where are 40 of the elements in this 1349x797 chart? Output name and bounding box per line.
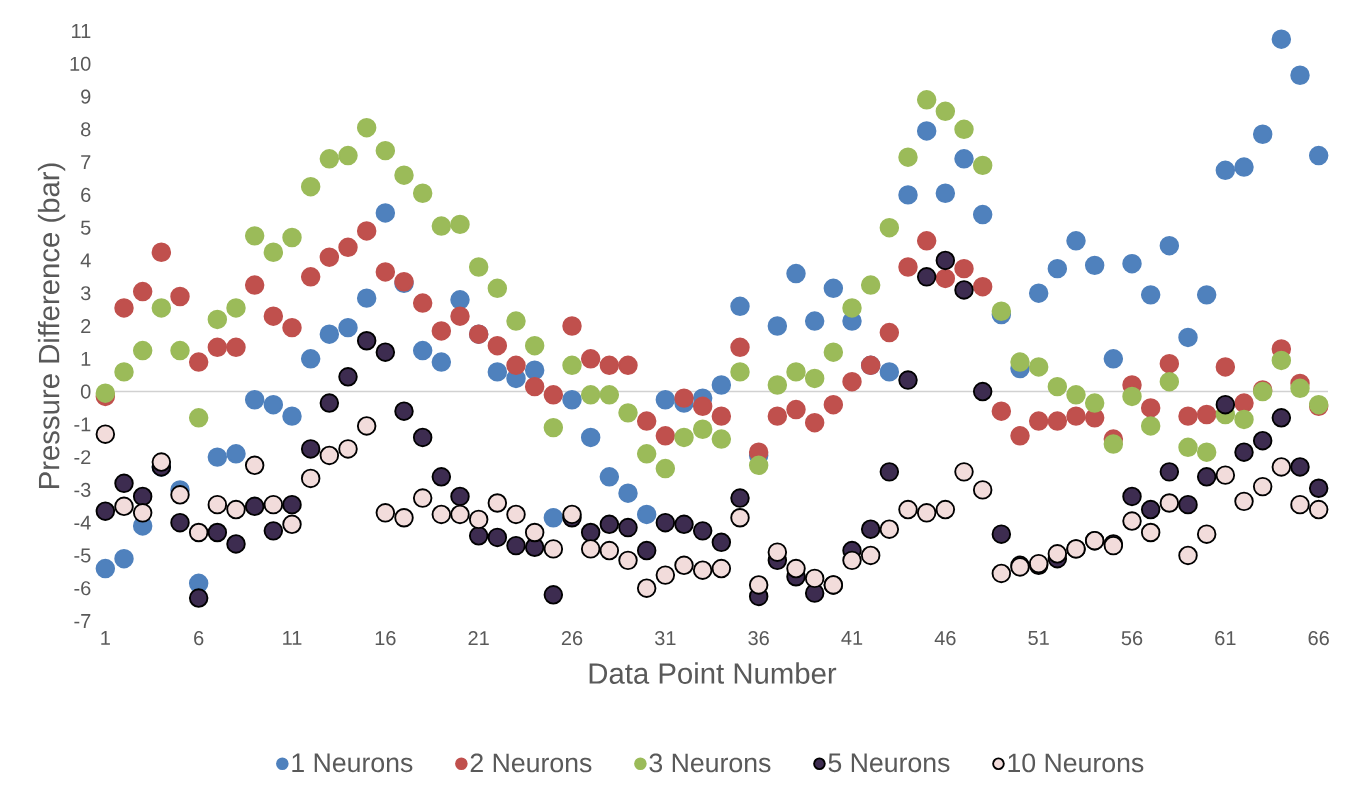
y-tick-label: 9 (81, 89, 91, 104)
x-tick-label: 41 (841, 631, 863, 645)
legend-label: 2 Neurons (470, 753, 592, 773)
y-axis-title: Pressure Difference (bar) (37, 163, 66, 488)
y-tick-label: 2 (81, 319, 91, 333)
y-tick-label: 6 (81, 187, 91, 202)
y-tick-label: -2 (74, 450, 91, 465)
x-tick-label: 46 (934, 631, 956, 646)
y-tick-label: 8 (81, 122, 91, 137)
x-tick-label: 66 (1308, 631, 1329, 646)
y-tick-label: 4 (80, 253, 91, 268)
x-tick-label: 6 (194, 631, 204, 646)
x-tick-label: 21 (468, 631, 489, 646)
x-tick-label: 16 (375, 631, 396, 646)
y-tick-label: -7 (74, 614, 91, 628)
x-tick-label: 26 (561, 631, 583, 646)
legend-label: 3 Neurons (649, 753, 771, 773)
x-tick-label: 51 (1028, 631, 1049, 645)
y-tick-label: -4 (74, 515, 91, 530)
x-axis-title: Data Point Number (589, 662, 837, 684)
legend-label: 10 Neurons (1008, 753, 1144, 773)
x-tick-label: 56 (1121, 631, 1143, 646)
y-tick-label: 5 (80, 220, 91, 235)
y-tick-label: -6 (74, 581, 91, 596)
y-tick-label: 7 (81, 155, 91, 169)
y-tick-label: 11 (72, 24, 91, 38)
y-tick-label: 1 (81, 351, 91, 366)
y-tick-label: 0 (80, 384, 91, 399)
x-tick-label: 11 (283, 631, 302, 645)
legend-label: 5 Neurons (828, 753, 950, 773)
x-tick-label: 1 (101, 631, 110, 645)
x-tick-label: 36 (748, 631, 769, 646)
legend-label: 1 Neurons (292, 753, 413, 773)
y-tick-label: -1 (74, 417, 91, 432)
y-tick-label: -3 (74, 482, 91, 497)
y-tick-label: 3 (80, 286, 91, 301)
x-tick-label: 31 (654, 631, 676, 646)
y-tick-label: 10 (70, 56, 91, 71)
x-tick-label: 61 (1215, 631, 1236, 646)
y-tick-label: -5 (74, 548, 91, 563)
